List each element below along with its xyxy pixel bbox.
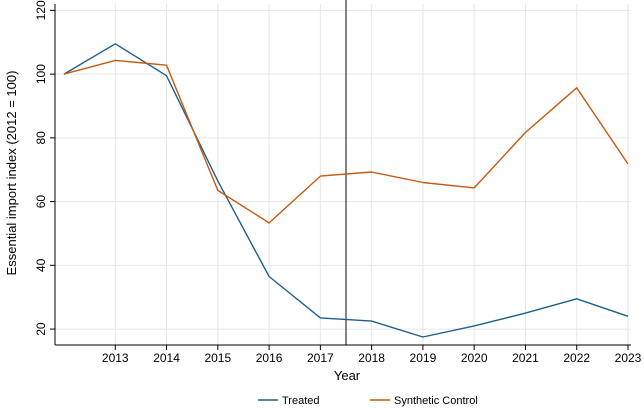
series-lines (63, 43, 629, 338)
y-axis-title: Essential import index (2012 = 100) (4, 71, 19, 276)
axes (50, 4, 631, 350)
y-tick-labels: 20 40 60 80 100 120 (34, 0, 48, 336)
legend-label: Treated (282, 395, 320, 407)
x-tick-label: 2016 (256, 351, 283, 365)
y-tick-label: 40 (34, 258, 48, 272)
grid-lines (55, 4, 631, 345)
x-tick-label: 2013 (102, 351, 129, 365)
x-tick-label: 2019 (410, 351, 437, 365)
x-tick-label: 2014 (153, 351, 180, 365)
x-tick-label: 2023 (615, 351, 642, 365)
y-tick-label: 100 (34, 64, 48, 84)
x-tick-labels: 2013 2014 2015 2016 2017 2018 2019 2020 2021 2022… (102, 351, 642, 365)
x-tick-label: 2017 (307, 351, 334, 365)
legend: Treated Synthetic Control (258, 395, 478, 407)
y-tick-label: 20 (34, 322, 48, 336)
x-tick-label: 2015 (204, 351, 231, 365)
x-tick-label: 2022 (563, 351, 590, 365)
x-axis-title: Year (334, 368, 361, 383)
y-tick-label: 80 (34, 131, 48, 145)
series-line-synthetic-control (63, 59, 629, 224)
y-tick-label: 60 (34, 195, 48, 209)
y-tick-label: 120 (34, 0, 48, 20)
x-tick-label: 2021 (512, 351, 539, 365)
legend-label: Synthetic Control (394, 395, 478, 407)
x-tick-label: 2018 (358, 351, 385, 365)
series-line-treated (63, 43, 629, 338)
x-tick-label: 2020 (461, 351, 488, 365)
